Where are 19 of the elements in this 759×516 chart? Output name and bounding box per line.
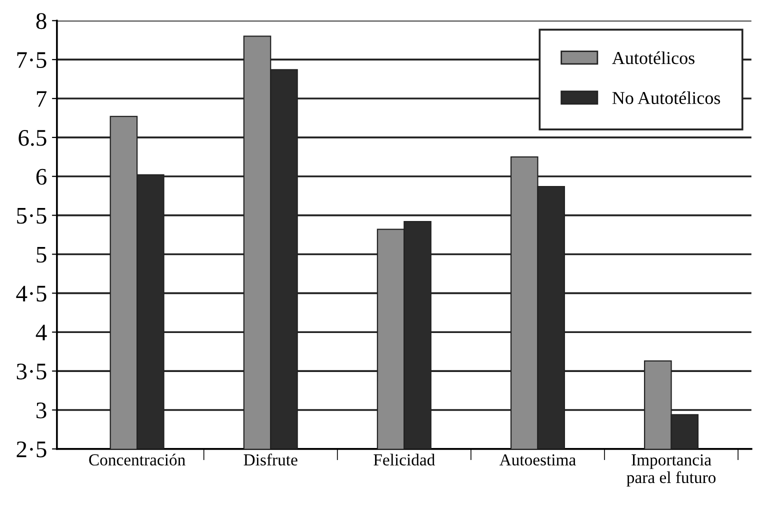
y-tick-label: 2·5 [16,441,46,458]
y-tick-label: 5 [36,246,46,263]
y-tick-label: 7 [36,91,47,107]
y-tick-label: 6 [36,168,46,185]
y-tick-label: 5·5 [17,208,46,224]
y-tick-label: 8 [36,13,46,30]
legend-label: Autotélicos [612,51,694,64]
x-tick-label: Importancia para el futuro [626,454,716,487]
x-tick-label: Felicidad [374,454,435,466]
y-tick-label: 4·5 [16,286,46,302]
y-tick-label: 6.5 [18,130,46,146]
x-tick-label: Concentración [89,454,186,466]
legend-label: No Autotélicos [612,91,720,104]
y-tick-label: 3·5 [16,364,46,380]
y-tick-label: 4 [36,324,47,340]
y-tick-label: 3 [36,402,46,418]
y-tick-label: 7·5 [17,52,46,68]
x-tick-label: Autoestima [499,454,576,466]
x-tick-label: Disfrute [244,454,298,466]
